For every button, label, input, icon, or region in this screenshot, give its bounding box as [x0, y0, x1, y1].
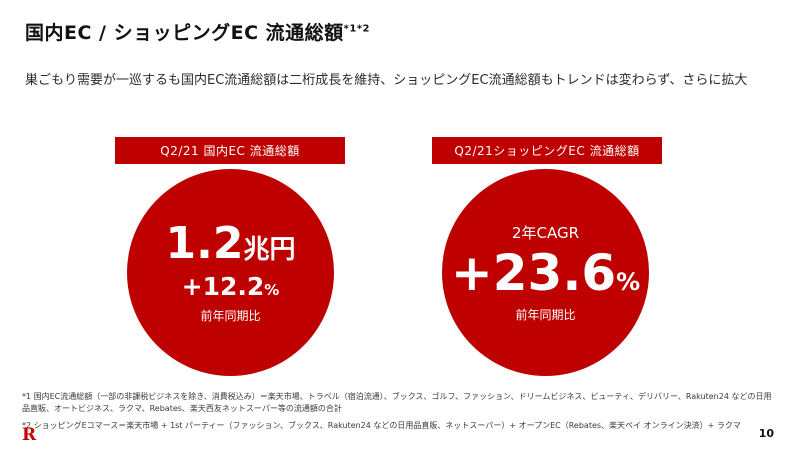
domestic-ec-value: 1.2兆円 — [165, 217, 296, 269]
domestic-ec-value-unit: 兆円 — [243, 234, 296, 265]
domestic-ec-label: Q2/21 国内EC 流通総額 — [115, 137, 345, 164]
page-title: 国内EC / ショッピングEC 流通総額*1*2 — [25, 18, 370, 45]
shopping-ec-growth: +23.6% — [451, 247, 640, 300]
page-title-footnote-marker: *1*2 — [343, 23, 371, 35]
footnotes: *1 国内EC流通総額（一部の非課税ビジネスを除き、消費税込み）＝楽天市場、トラ… — [22, 391, 778, 436]
shopping-ec-growth-unit: % — [616, 267, 641, 296]
shopping-ec-label-text: Q2/21ショッピングEC 流通総額 — [454, 144, 640, 158]
shopping-ec-label: Q2/21ショッピングEC 流通総額 — [432, 137, 662, 164]
domestic-ec-value-number: 1.2 — [165, 217, 244, 269]
domestic-ec-growth: +12.2% — [182, 273, 280, 301]
page-number: 10 — [758, 427, 774, 440]
domestic-ec-growth-number: +12.2 — [181, 271, 265, 301]
domestic-ec-circle: 1.2兆円 +12.2% 前年同期比 — [127, 169, 334, 376]
footnote-2: *2 ショッピングEコマース＝楽天市場 + 1st パーティー（ファッション、ブ… — [22, 420, 741, 430]
shopping-ec-circle: 2年CAGR +23.6% 前年同期比 — [442, 169, 649, 376]
shopping-ec-yoy-label: 前年同期比 — [515, 308, 576, 323]
page-title-text: 国内EC / ショッピングEC 流通総額 — [25, 22, 344, 44]
domestic-ec-growth-unit: % — [264, 280, 280, 299]
slide-subtitle: 巣ごもり需要が一巡するも国内EC流通総額は二桁成長を維持、ショッピングEC流通総… — [25, 73, 748, 88]
shopping-ec-growth-number: +23.6 — [450, 243, 617, 302]
shopping-ec-cagr-label: 2年CAGR — [511, 223, 580, 242]
domestic-ec-yoy-label: 前年同期比 — [200, 309, 261, 324]
domestic-ec-label-text: Q2/21 国内EC 流通総額 — [160, 144, 300, 158]
footnote-1: *1 国内EC流通総額（一部の非課税ビジネスを除き、消費税込み）＝楽天市場、トラ… — [22, 392, 772, 414]
rakuten-logo: R — [22, 425, 37, 445]
